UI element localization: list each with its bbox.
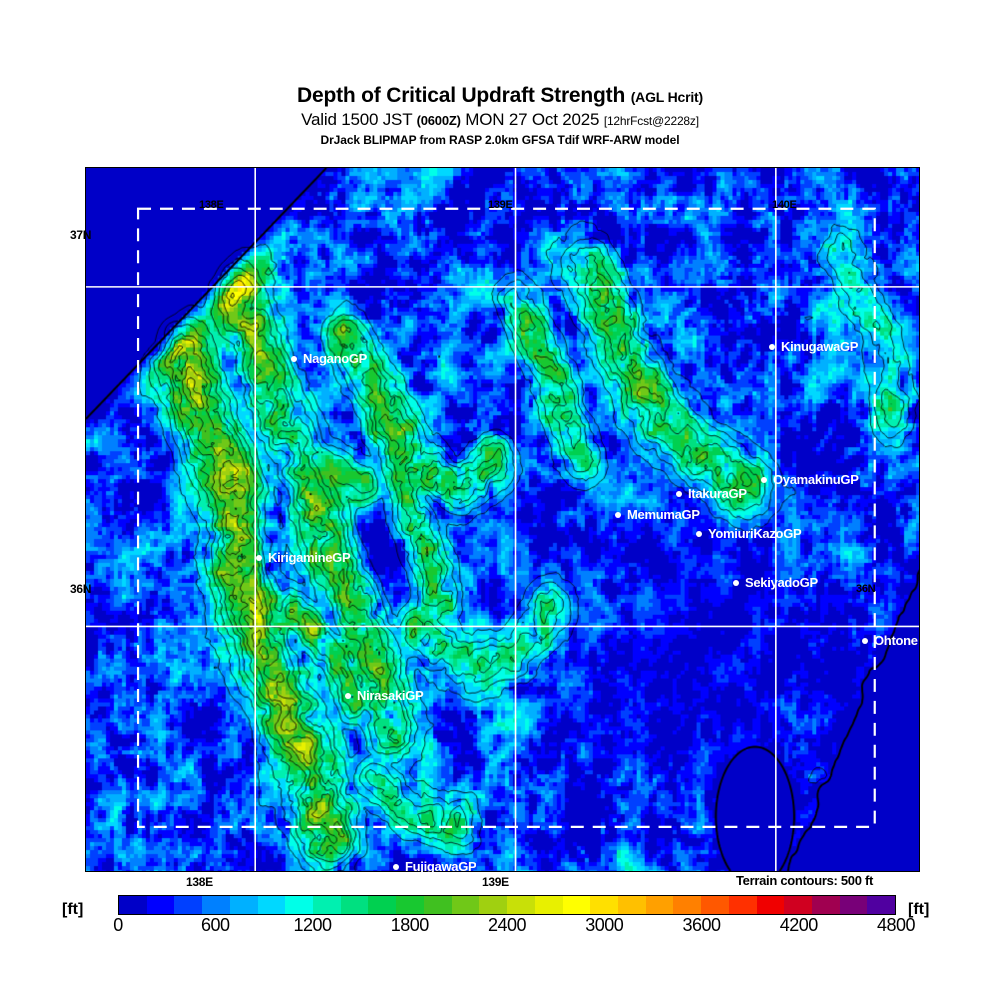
waypoint-ohtone[interactable]: Ohtone xyxy=(862,633,918,648)
colorbar-swatch xyxy=(839,896,868,914)
colorbar-swatch xyxy=(811,896,840,914)
waypoint-label: KirigamineGP xyxy=(268,550,351,565)
colorbar-tick-label: 3600 xyxy=(682,915,721,935)
lat-label-36n: 36N xyxy=(70,582,92,596)
grid-label-139e: 139E xyxy=(488,199,513,211)
colorbar-swatch xyxy=(423,896,452,914)
lat-label-37n: 37N xyxy=(70,228,92,242)
waypoint-label: NirasakiGP xyxy=(357,688,424,703)
waypoint-marker-icon xyxy=(256,554,262,561)
colorbar-tick-label: 1200 xyxy=(293,915,332,935)
colorbar-swatch xyxy=(368,896,397,914)
colorbar-swatch xyxy=(119,896,147,914)
title-main-text: Depth of Critical Updraft Strength xyxy=(297,84,626,107)
valid-zulu: (0600Z) xyxy=(416,113,461,128)
waypoint-fujigawagp[interactable]: FujigawaGP xyxy=(393,861,476,872)
waypoint-label: SekiyadoGP xyxy=(745,575,818,590)
colorbar-tick-label: 3000 xyxy=(585,915,624,935)
colorbar-swatch xyxy=(396,896,424,914)
waypoint-marker-icon xyxy=(733,579,739,586)
colorbar-swatch xyxy=(451,896,480,914)
waypoint-label: KinugawaGP xyxy=(781,339,859,354)
updraft-depth-raster xyxy=(86,168,919,871)
waypoint-yomiurikazogp[interactable]: YomiuriKazoGP xyxy=(696,526,802,541)
waypoint-marker-icon xyxy=(393,863,399,870)
valid-date: MON 27 Oct 2025 xyxy=(465,110,600,129)
waypoint-itakuragp[interactable]: ItakuraGP xyxy=(676,486,747,501)
lon-tick-139e: 139E xyxy=(482,875,509,889)
waypoint-naganogp[interactable]: NaganoGP xyxy=(291,351,367,366)
colorbar-swatch xyxy=(728,896,757,914)
waypoint-kirigaminegp[interactable]: KirigamineGP xyxy=(256,550,351,565)
waypoint-marker-icon xyxy=(291,355,297,362)
waypoint-oyamakinugp[interactable]: OyamakinuGP xyxy=(761,472,859,487)
colorbar-swatch xyxy=(701,896,729,914)
colorbar-swatch xyxy=(756,896,785,914)
waypoint-marker-icon xyxy=(615,511,621,518)
waypoint-marker-icon xyxy=(761,476,767,483)
lon-tick-138e: 138E xyxy=(186,875,213,889)
waypoint-label: MemumaGP xyxy=(627,507,700,522)
forecast-tag: [12hrFcst@2228z] xyxy=(603,114,699,128)
colorbar-tick-label: 1800 xyxy=(390,915,430,935)
grid-label-138e: 138E xyxy=(199,199,224,211)
colorbar-tick-label: 4800 xyxy=(876,915,916,935)
colorbar-swatch xyxy=(313,896,341,914)
colorbar-tick-label: 600 xyxy=(200,915,230,935)
map-graticule-overlay xyxy=(86,168,919,871)
waypoint-sekiyadogp[interactable]: SekiyadoGP xyxy=(733,575,818,590)
waypoint-kinugawagp[interactable]: KinugawaGP xyxy=(769,339,858,354)
colorbar-swatch xyxy=(590,896,618,914)
colorbar-swatch xyxy=(340,896,369,914)
colorbar-swatch xyxy=(673,896,702,914)
colorbar-swatch xyxy=(146,896,175,914)
page-title: Depth of Critical Updraft Strength (AGL … xyxy=(0,84,1000,109)
title-block: Depth of Critical Updraft Strength (AGL … xyxy=(0,84,1000,148)
valid-time-line: Valid 1500 JST (0600Z) MON 27 Oct 2025 [… xyxy=(0,109,1000,132)
waypoint-marker-icon xyxy=(862,637,868,644)
colorbar-tick-label: 2400 xyxy=(487,915,527,935)
colorbar-swatch xyxy=(784,896,812,914)
model-domain-boundary xyxy=(136,207,876,828)
colorbar-tick-label: 4200 xyxy=(779,915,819,935)
colorbar-swatch xyxy=(534,896,563,914)
valid-prefix: Valid 1500 JST xyxy=(301,110,413,129)
colorbar-swatch xyxy=(562,896,591,914)
waypoint-nirasakigp[interactable]: NirasakiGP xyxy=(345,688,424,703)
colorbar-swatch xyxy=(507,896,535,914)
colorbar[interactable] xyxy=(118,895,896,915)
waypoint-label: FujigawaGP xyxy=(405,861,477,872)
colorbar-swatch xyxy=(229,896,258,914)
colorbar-swatch xyxy=(867,896,896,914)
map-frame[interactable] xyxy=(85,167,920,872)
waypoint-label: ItakuraGP xyxy=(688,486,747,501)
grid-label-140e: 140E xyxy=(772,199,797,211)
waypoint-marker-icon xyxy=(696,530,702,537)
colorbar-swatch xyxy=(645,896,674,914)
waypoint-marker-icon xyxy=(676,490,682,497)
waypoint-marker-icon xyxy=(769,343,775,350)
title-main-subscript: (AGL Hcrit) xyxy=(630,89,703,105)
unit-label-left: [ft] xyxy=(62,901,84,918)
colorbar-swatch xyxy=(285,896,314,914)
colorbar-swatch xyxy=(257,896,286,914)
waypoint-memumagp[interactable]: MemumaGP xyxy=(615,507,700,522)
model-line: DrJack BLIPMAP from RASP 2.0km GFSA Tdif… xyxy=(320,133,680,147)
terrain-contour-note: Terrain contours: 500 ft xyxy=(736,873,874,888)
colorbar-swatch xyxy=(174,896,203,914)
unit-label-right: [ft] xyxy=(908,901,930,918)
waypoint-label: NaganoGP xyxy=(303,351,368,366)
grid-label-36n: 36N xyxy=(856,583,876,595)
waypoint-label: Ohtone xyxy=(874,633,918,648)
colorbar-swatch xyxy=(617,896,646,914)
colorbar-tick-label: 0 xyxy=(113,915,123,935)
colorbar-swatch xyxy=(202,896,230,914)
waypoint-label: YomiuriKazoGP xyxy=(708,526,802,541)
waypoint-marker-icon xyxy=(345,692,351,699)
colorbar-swatch xyxy=(479,896,508,914)
waypoint-label: OyamakinuGP xyxy=(773,472,859,487)
